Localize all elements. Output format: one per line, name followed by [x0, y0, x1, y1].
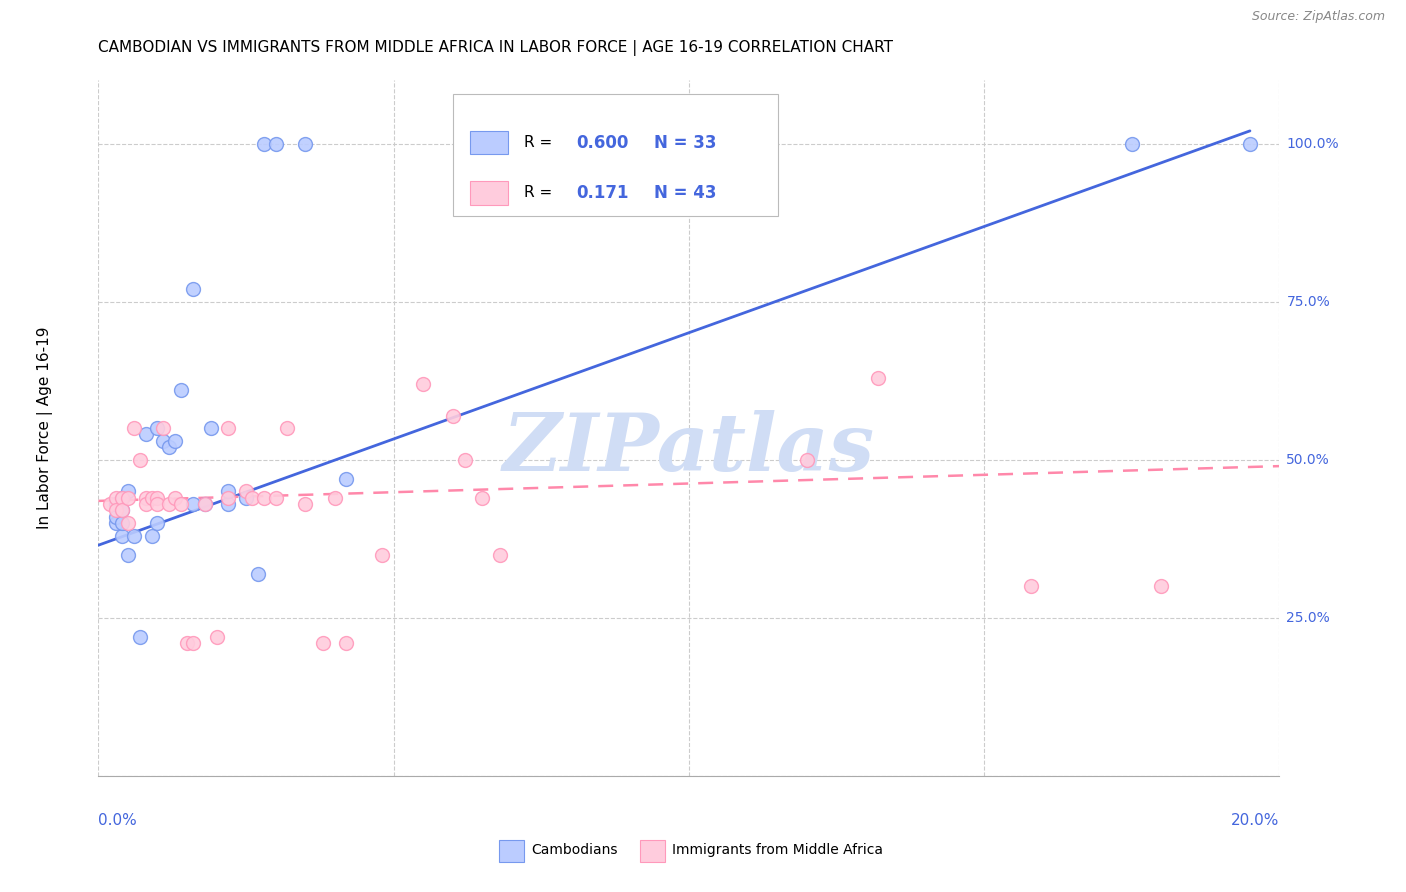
Text: In Labor Force | Age 16-19: In Labor Force | Age 16-19	[38, 326, 53, 530]
Text: 50.0%: 50.0%	[1286, 453, 1330, 467]
Point	[105, 497, 128, 511]
Point	[105, 509, 128, 524]
Point	[176, 636, 198, 650]
Point	[246, 566, 269, 581]
Point	[105, 503, 128, 517]
Point	[111, 516, 134, 530]
Text: Immigrants from Middle Africa: Immigrants from Middle Africa	[672, 843, 883, 857]
Point	[141, 491, 163, 505]
Point	[165, 434, 187, 448]
Point	[181, 282, 204, 296]
Point	[866, 370, 889, 384]
Point	[111, 491, 134, 505]
Point	[371, 548, 394, 562]
Point	[1150, 579, 1173, 593]
Point	[146, 516, 169, 530]
Point	[157, 497, 180, 511]
Point	[200, 421, 222, 435]
Point	[796, 452, 818, 467]
Point	[276, 421, 298, 435]
Text: Cambodians: Cambodians	[531, 843, 619, 857]
Point	[217, 497, 239, 511]
Point	[105, 516, 128, 530]
Point	[489, 548, 512, 562]
Point	[253, 491, 276, 505]
Text: R =: R =	[523, 186, 561, 201]
Point	[117, 516, 139, 530]
Point	[441, 409, 464, 423]
Point	[146, 491, 169, 505]
Point	[240, 491, 263, 505]
Point	[264, 136, 287, 151]
Point	[412, 376, 434, 391]
Point	[264, 491, 287, 505]
Point	[170, 383, 193, 397]
Point	[135, 491, 157, 505]
Point	[194, 497, 217, 511]
Text: R =: R =	[523, 136, 557, 150]
Point	[235, 491, 257, 505]
Point	[152, 434, 174, 448]
Point	[217, 491, 239, 505]
Point	[111, 491, 134, 505]
Point	[312, 636, 335, 650]
Point	[146, 497, 169, 511]
Point	[135, 497, 157, 511]
Text: CAMBODIAN VS IMMIGRANTS FROM MIDDLE AFRICA IN LABOR FORCE | AGE 16-19 CORRELATIO: CAMBODIAN VS IMMIGRANTS FROM MIDDLE AFRI…	[98, 40, 893, 56]
Point	[111, 503, 134, 517]
Text: 20.0%: 20.0%	[1232, 814, 1279, 828]
Text: 100.0%: 100.0%	[1286, 136, 1339, 151]
Point	[105, 491, 128, 505]
Point	[235, 484, 257, 499]
Point	[323, 491, 346, 505]
Point	[122, 529, 145, 543]
Point	[453, 452, 475, 467]
Point	[165, 491, 187, 505]
Point	[217, 421, 239, 435]
Point	[128, 452, 150, 467]
Text: Source: ZipAtlas.com: Source: ZipAtlas.com	[1251, 10, 1385, 22]
Point	[117, 491, 139, 505]
Point	[1121, 136, 1143, 151]
Point	[152, 421, 174, 435]
Point	[194, 497, 217, 511]
Point	[217, 484, 239, 499]
Text: 75.0%: 75.0%	[1286, 294, 1330, 309]
Point	[111, 503, 134, 517]
Text: 0.0%: 0.0%	[98, 814, 138, 828]
Bar	[471, 181, 508, 204]
Text: ZIPatlas: ZIPatlas	[503, 410, 875, 488]
FancyBboxPatch shape	[453, 95, 778, 216]
Point	[146, 421, 169, 435]
Point	[170, 497, 193, 511]
Point	[122, 421, 145, 435]
Point	[141, 529, 163, 543]
Point	[157, 440, 180, 454]
Point	[294, 497, 316, 511]
Point	[117, 548, 139, 562]
Point	[1239, 136, 1261, 151]
Point	[128, 630, 150, 644]
Point	[335, 472, 357, 486]
Text: N = 43: N = 43	[654, 184, 716, 202]
Point	[1021, 579, 1043, 593]
Point	[117, 484, 139, 499]
Point	[294, 136, 316, 151]
Point	[253, 136, 276, 151]
Bar	[471, 131, 508, 154]
Point	[98, 497, 121, 511]
Point	[181, 636, 204, 650]
Point	[135, 427, 157, 442]
Point	[111, 529, 134, 543]
Text: 0.600: 0.600	[576, 134, 628, 152]
Point	[181, 497, 204, 511]
Text: 0.171: 0.171	[576, 184, 630, 202]
Point	[471, 491, 494, 505]
Point	[335, 636, 357, 650]
Text: N = 33: N = 33	[654, 134, 716, 152]
Point	[205, 630, 228, 644]
Text: 25.0%: 25.0%	[1286, 611, 1330, 625]
